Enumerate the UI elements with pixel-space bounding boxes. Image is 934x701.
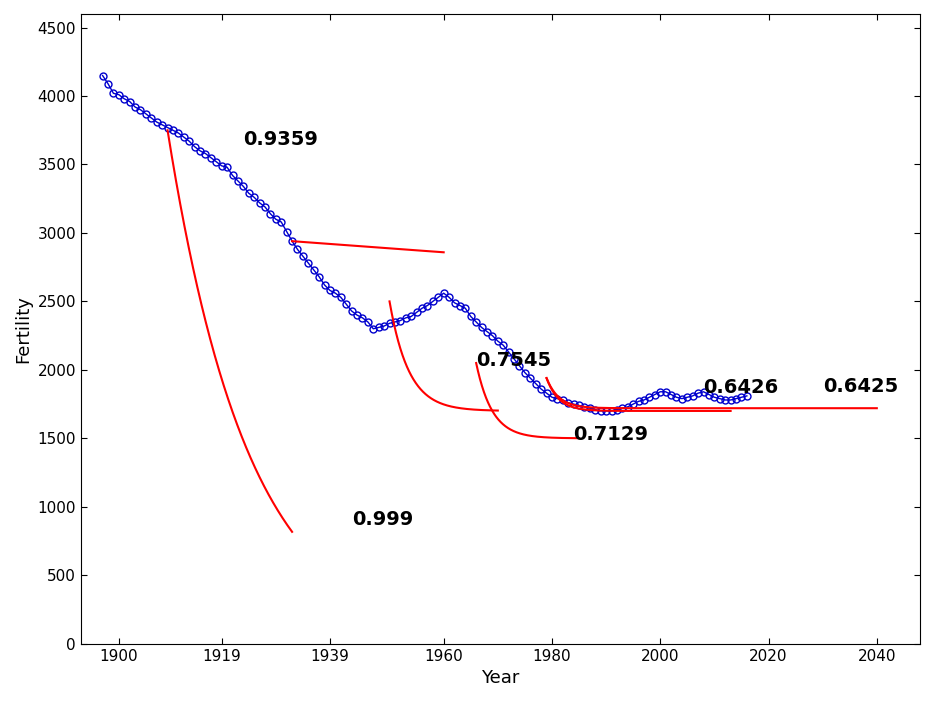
Text: 0.6425: 0.6425 <box>823 376 898 396</box>
Text: 0.6426: 0.6426 <box>703 378 779 397</box>
Text: 0.7545: 0.7545 <box>476 350 551 369</box>
Text: 0.7129: 0.7129 <box>573 425 648 444</box>
X-axis label: Year: Year <box>481 669 519 687</box>
Text: 0.999: 0.999 <box>351 510 413 529</box>
Y-axis label: Fertility: Fertility <box>14 295 32 362</box>
Text: 0.9359: 0.9359 <box>244 130 318 149</box>
